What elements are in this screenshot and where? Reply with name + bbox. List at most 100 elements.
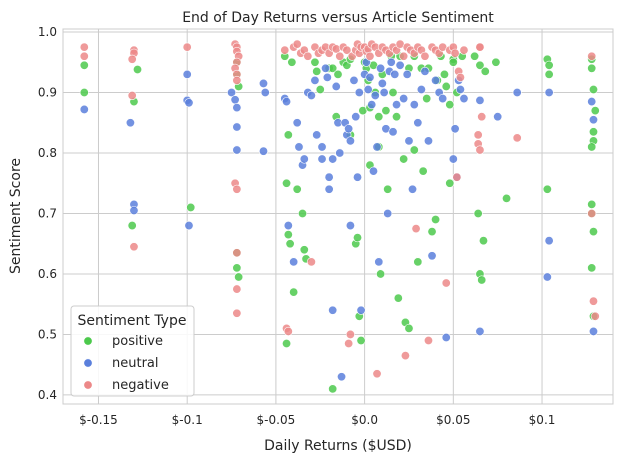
point-neutral [588, 115, 598, 125]
point-negative [400, 351, 410, 361]
point-negative [590, 311, 600, 321]
point-positive [544, 60, 554, 70]
point-negative [588, 296, 598, 306]
point-negative [345, 329, 355, 339]
point-negative [420, 51, 430, 61]
point-neutral [232, 103, 242, 113]
point-neutral [493, 112, 503, 122]
point-negative [292, 39, 302, 49]
point-negative [473, 130, 483, 140]
point-neutral [455, 84, 465, 94]
point-neutral [227, 88, 237, 98]
point-positive [480, 66, 490, 76]
legend-label-negative: negative [112, 378, 169, 393]
point-neutral [356, 305, 366, 315]
point-positive [422, 94, 432, 104]
point-positive [374, 112, 384, 122]
point-neutral [544, 88, 554, 98]
point-neutral [388, 127, 398, 137]
point-positive [282, 339, 292, 349]
legend-marker-neutral [83, 358, 93, 368]
y-tick-label: 0.9 [38, 86, 57, 100]
point-neutral [324, 172, 334, 182]
point-positive [298, 208, 308, 218]
point-negative [477, 112, 487, 122]
point-neutral [386, 57, 396, 67]
point-neutral [404, 136, 414, 146]
plot-frame [62, 28, 614, 405]
y-tick-label: 0.8 [38, 146, 57, 160]
point-neutral [184, 221, 194, 231]
point-neutral [322, 72, 332, 82]
point-neutral [232, 145, 242, 155]
point-positive [588, 227, 598, 237]
point-positive [232, 263, 242, 273]
point-neutral [289, 257, 299, 267]
point-negative [232, 184, 242, 194]
point-positive [186, 202, 196, 212]
point-neutral [230, 95, 240, 105]
point-positive [441, 81, 451, 91]
point-negative [587, 208, 597, 218]
grid [63, 29, 613, 404]
point-neutral [427, 251, 437, 261]
point-negative [232, 75, 242, 85]
point-neutral [420, 66, 430, 76]
point-neutral [413, 118, 423, 128]
point-neutral [349, 75, 359, 85]
point-neutral [260, 88, 270, 98]
point-positive [542, 184, 552, 194]
point-neutral [376, 63, 386, 73]
point-positive [448, 57, 458, 67]
point-neutral [351, 112, 361, 122]
point-neutral [182, 69, 192, 79]
point-positive [588, 84, 598, 94]
point-neutral [365, 72, 375, 82]
point-neutral [395, 60, 405, 70]
point-neutral [370, 91, 380, 101]
point-neutral [344, 124, 354, 134]
point-neutral [377, 78, 387, 88]
point-positive [127, 221, 137, 231]
point-negative [475, 145, 485, 155]
legend-title: Sentiment Type [78, 313, 187, 329]
point-positive [299, 245, 309, 255]
point-positive [445, 178, 455, 188]
point-negative [455, 72, 465, 82]
point-neutral [324, 184, 334, 194]
point-negative [365, 51, 375, 61]
point-neutral [282, 97, 292, 107]
point-neutral [312, 130, 322, 140]
point-negative [182, 42, 192, 52]
point-neutral [354, 88, 364, 98]
point-negative [127, 91, 137, 101]
point-positive [409, 145, 419, 155]
point-negative [232, 248, 242, 258]
y-tick-label: 0.6 [38, 267, 57, 281]
point-neutral [345, 136, 355, 146]
point-neutral [299, 154, 309, 164]
point-neutral [423, 136, 433, 146]
tick-labels: $-0.15 $-0.1 $-0.05 $0.0 $0.05 $0.1 0.4 0.5 0.6 0… [38, 25, 555, 427]
point-neutral [441, 332, 451, 342]
point-negative [423, 335, 433, 345]
point-neutral [542, 272, 552, 282]
point-positive [79, 60, 89, 70]
point-neutral [512, 88, 522, 98]
point-neutral [438, 94, 448, 104]
point-positive [356, 335, 366, 345]
point-negative [79, 42, 89, 52]
chart-title: End of Day Returns versus Article Sentim… [182, 10, 494, 26]
point-positive [588, 127, 598, 137]
point-neutral [390, 69, 400, 79]
point-neutral [368, 166, 378, 176]
point-positive [473, 208, 483, 218]
point-negative [372, 369, 382, 379]
point-neutral [184, 98, 194, 108]
point-neutral [588, 326, 598, 336]
point-neutral [544, 236, 554, 246]
point-positive [587, 142, 597, 152]
point-neutral [459, 94, 469, 104]
